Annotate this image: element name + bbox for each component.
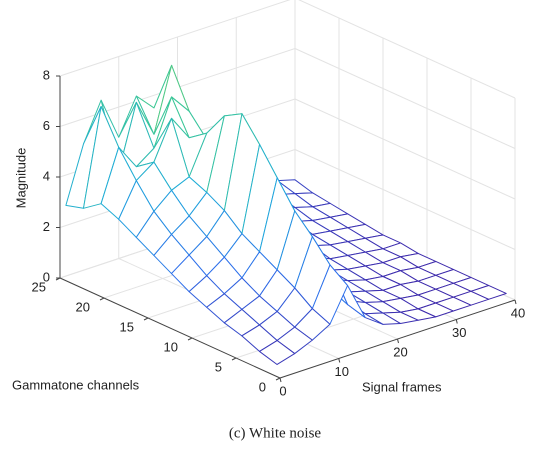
z-tick-label: 2 xyxy=(43,219,50,234)
y-tick-label: 20 xyxy=(76,299,90,314)
y-tick xyxy=(143,317,149,321)
axis-line xyxy=(59,277,281,379)
grid-line xyxy=(59,0,291,77)
y-tick-label: 25 xyxy=(32,279,46,294)
grid-line xyxy=(294,98,516,200)
x-tick-label: 0 xyxy=(279,383,286,398)
y-tick xyxy=(187,337,193,341)
x-tick-label: 20 xyxy=(393,344,407,359)
x-tick xyxy=(455,319,458,324)
grid-line xyxy=(294,149,516,250)
y-tick xyxy=(231,357,237,361)
caption: (c) White noise xyxy=(229,425,322,441)
x-axis-label: Signal frames xyxy=(362,379,442,394)
x-tick xyxy=(514,299,517,305)
y-axis-label: Gammatone channels xyxy=(12,377,140,392)
grid-line xyxy=(294,48,516,149)
x-tick xyxy=(397,338,399,344)
y-tick-label: 15 xyxy=(120,319,134,334)
y-tick-label: 10 xyxy=(164,339,178,354)
y-tick-label: 5 xyxy=(215,359,222,374)
z-tick-label: 8 xyxy=(43,67,50,82)
y-tick xyxy=(99,297,105,301)
z-tick-label: 6 xyxy=(43,118,50,133)
y-tick xyxy=(275,377,281,381)
x-tick xyxy=(279,377,282,383)
grid-line xyxy=(298,0,516,99)
x-tick-label: 30 xyxy=(452,325,466,340)
y-tick-label: 0 xyxy=(259,379,266,394)
z-tick-label: 0 xyxy=(43,269,50,284)
z-axis-label: Magnitude xyxy=(13,148,28,209)
x-tick-label: 40 xyxy=(511,305,525,320)
z-tick-label: 4 xyxy=(43,168,50,183)
surface xyxy=(65,64,507,365)
x-tick-label: 10 xyxy=(335,364,349,379)
surface-patch xyxy=(258,340,296,365)
x-tick xyxy=(338,358,341,363)
